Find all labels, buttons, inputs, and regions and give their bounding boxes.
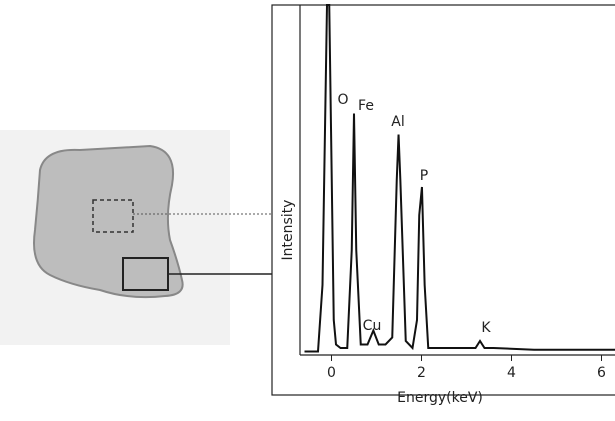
- x-tick-label: 4: [507, 365, 516, 381]
- x-axis-label: Energy(keV): [397, 390, 483, 406]
- peak-label: Cu: [363, 318, 382, 334]
- peak-label: O: [337, 92, 348, 108]
- x-tick-label: 6: [597, 365, 606, 381]
- peak-label: Fe: [358, 98, 374, 114]
- x-tick-label: 0: [327, 365, 336, 381]
- x-tick-label: 2: [417, 365, 426, 381]
- peak-label: K: [481, 320, 491, 336]
- peak-label: Al: [391, 114, 404, 130]
- y-axis-label: Intensity: [280, 200, 296, 261]
- spectrum-line: [305, 5, 615, 352]
- particle: [34, 146, 183, 297]
- particle-image: [0, 130, 272, 345]
- peak-label: P: [420, 168, 428, 184]
